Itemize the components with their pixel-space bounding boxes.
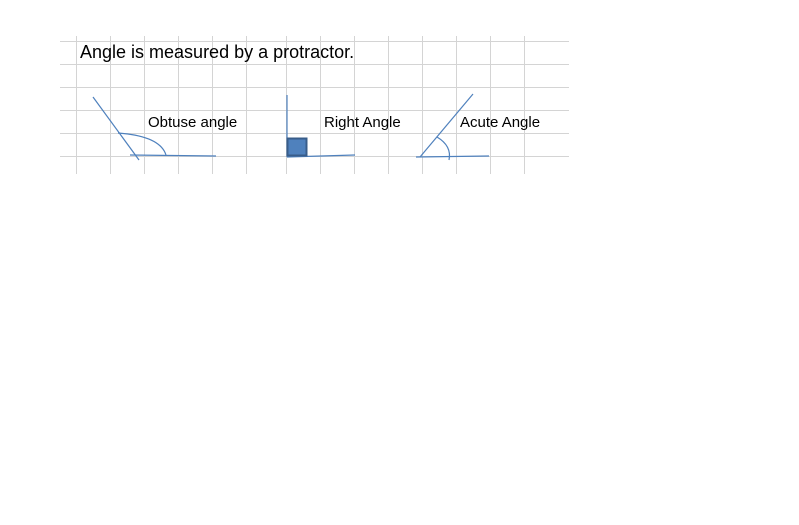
right-angle-label: Right Angle <box>324 114 401 131</box>
spreadsheet-grid <box>60 36 569 174</box>
right-angle-figure <box>286 95 356 158</box>
acute-angle-arc <box>436 136 451 161</box>
acute-angle-label: Acute Angle <box>460 114 541 131</box>
obtuse-angle-ray-slanted <box>92 96 140 161</box>
right-angle-square-marker <box>286 137 308 157</box>
obtuse-angle-figure <box>92 96 217 161</box>
acute-angle-figure <box>415 93 490 161</box>
obtuse-angle-arc <box>117 132 167 156</box>
obtuse-angle-label: Obtuse angle <box>148 114 238 131</box>
acute-angle-ray-horizontal <box>415 155 490 158</box>
right-angle-ray-horizontal <box>286 154 356 158</box>
acute-angle-ray-slanted <box>419 93 474 158</box>
obtuse-angle-ray-horizontal <box>129 154 217 157</box>
page-title: Angle is measured by a protractor. <box>80 42 355 62</box>
